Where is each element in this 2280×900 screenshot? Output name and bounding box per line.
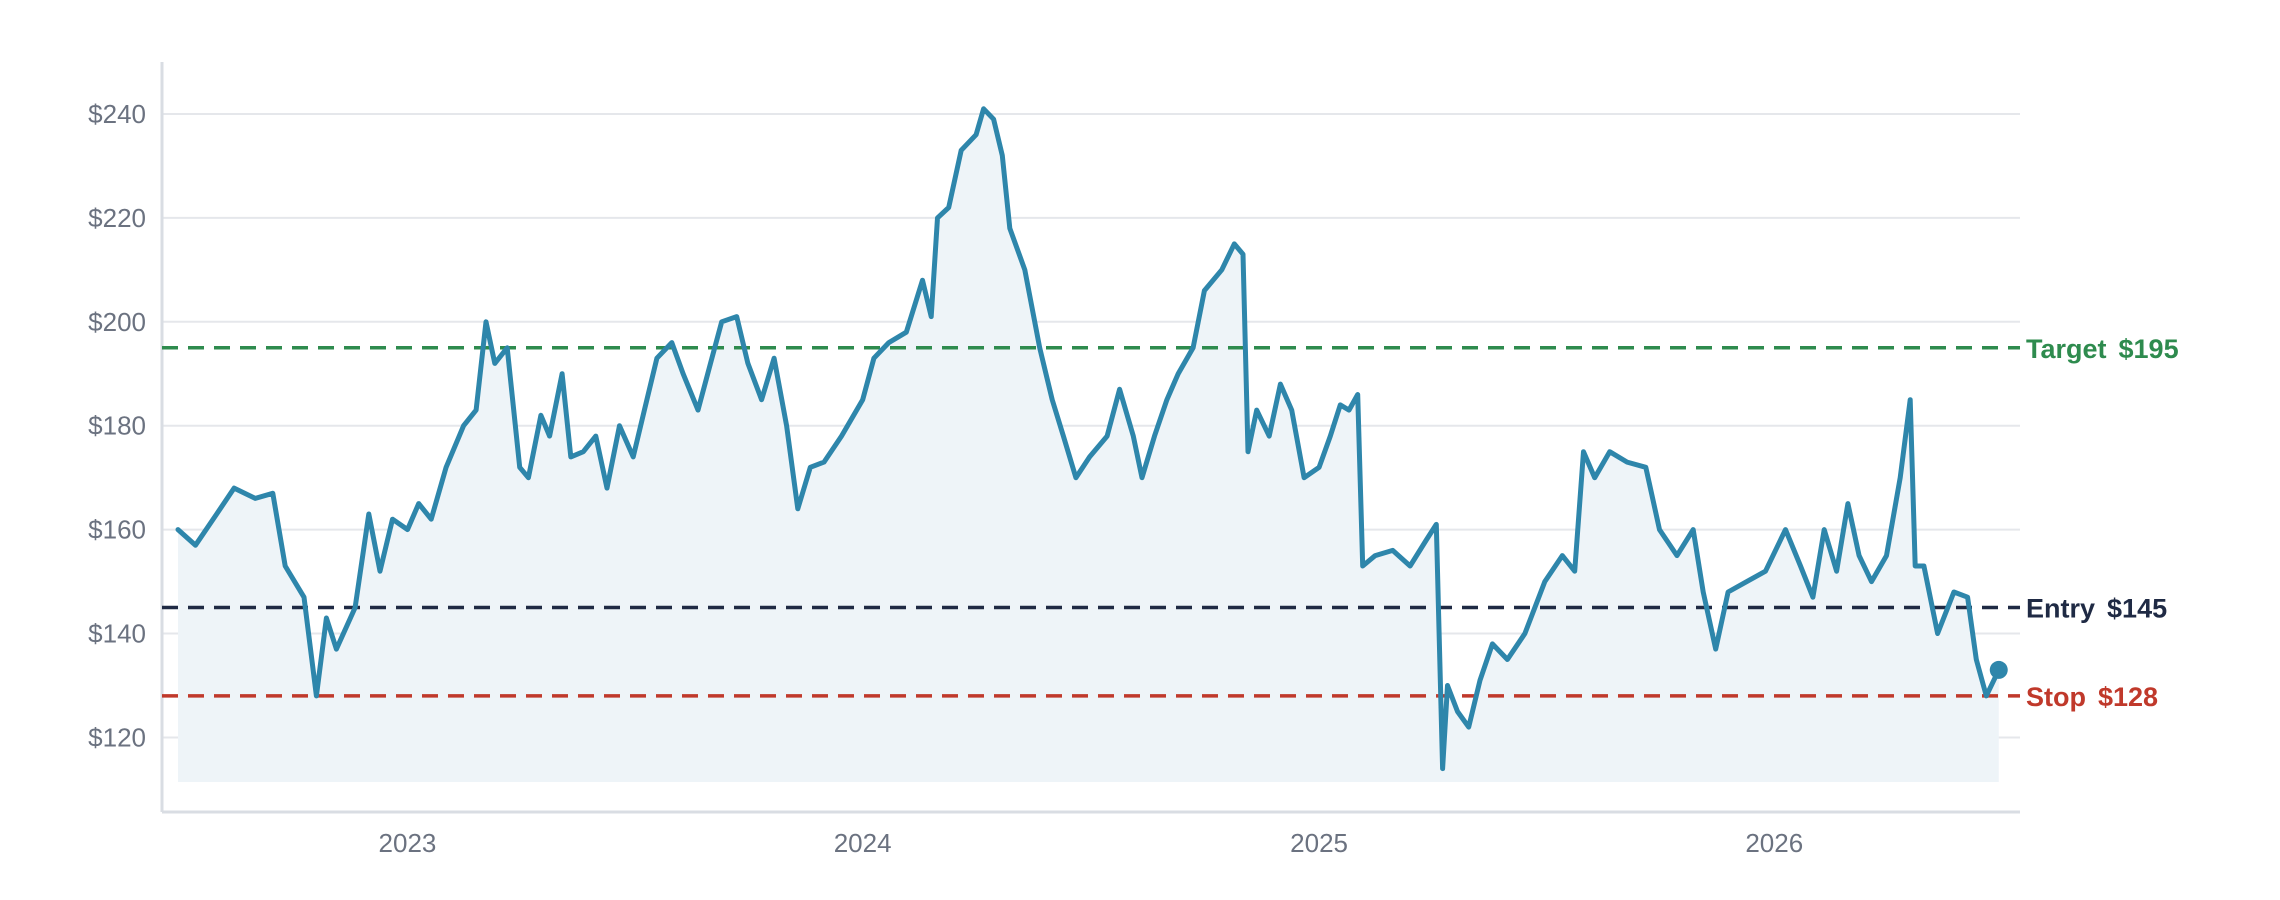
- series-area: [178, 108, 1999, 783]
- x-axis-tick-labels: 2023 2024 2025 2026: [379, 828, 1804, 858]
- y-tick-label: $160: [88, 515, 146, 545]
- series: [175, 106, 2008, 772]
- ref-label-entry: Entry $145: [2026, 594, 2167, 624]
- axes: [160, 62, 2020, 814]
- x-tick-label: 2025: [1290, 828, 1348, 858]
- x-tick-label: 2023: [379, 828, 437, 858]
- ref-label-stop: Stop $128: [2026, 682, 2158, 712]
- x-tick-label: 2026: [1745, 828, 1803, 858]
- reference-lines: Target $195 Entry $145 Stop $128: [162, 334, 2179, 712]
- y-tick-label: $240: [88, 99, 146, 129]
- y-tick-label: $140: [88, 619, 146, 649]
- x-tick-label: 2024: [834, 828, 892, 858]
- y-tick-label: $200: [88, 307, 146, 337]
- area-fill: [178, 108, 1999, 783]
- y-axis-tick-labels: $120 $140 $160 $180 $200 $220 $240: [88, 99, 146, 752]
- y-tick-label: $220: [88, 203, 146, 233]
- ref-name: Entry: [2026, 594, 2095, 624]
- y-tick-label: $120: [88, 722, 146, 752]
- ref-value: $128: [2098, 682, 2158, 712]
- y-tick-label: $180: [88, 411, 146, 441]
- ref-name: Stop: [2026, 682, 2086, 712]
- ref-value: $145: [2107, 594, 2167, 624]
- series-line: [175, 106, 2002, 772]
- ref-label-target: Target $195: [2026, 334, 2179, 364]
- ref-value: $195: [2119, 334, 2179, 364]
- last-point-marker: [1989, 660, 2008, 679]
- ref-name: Target: [2026, 334, 2107, 364]
